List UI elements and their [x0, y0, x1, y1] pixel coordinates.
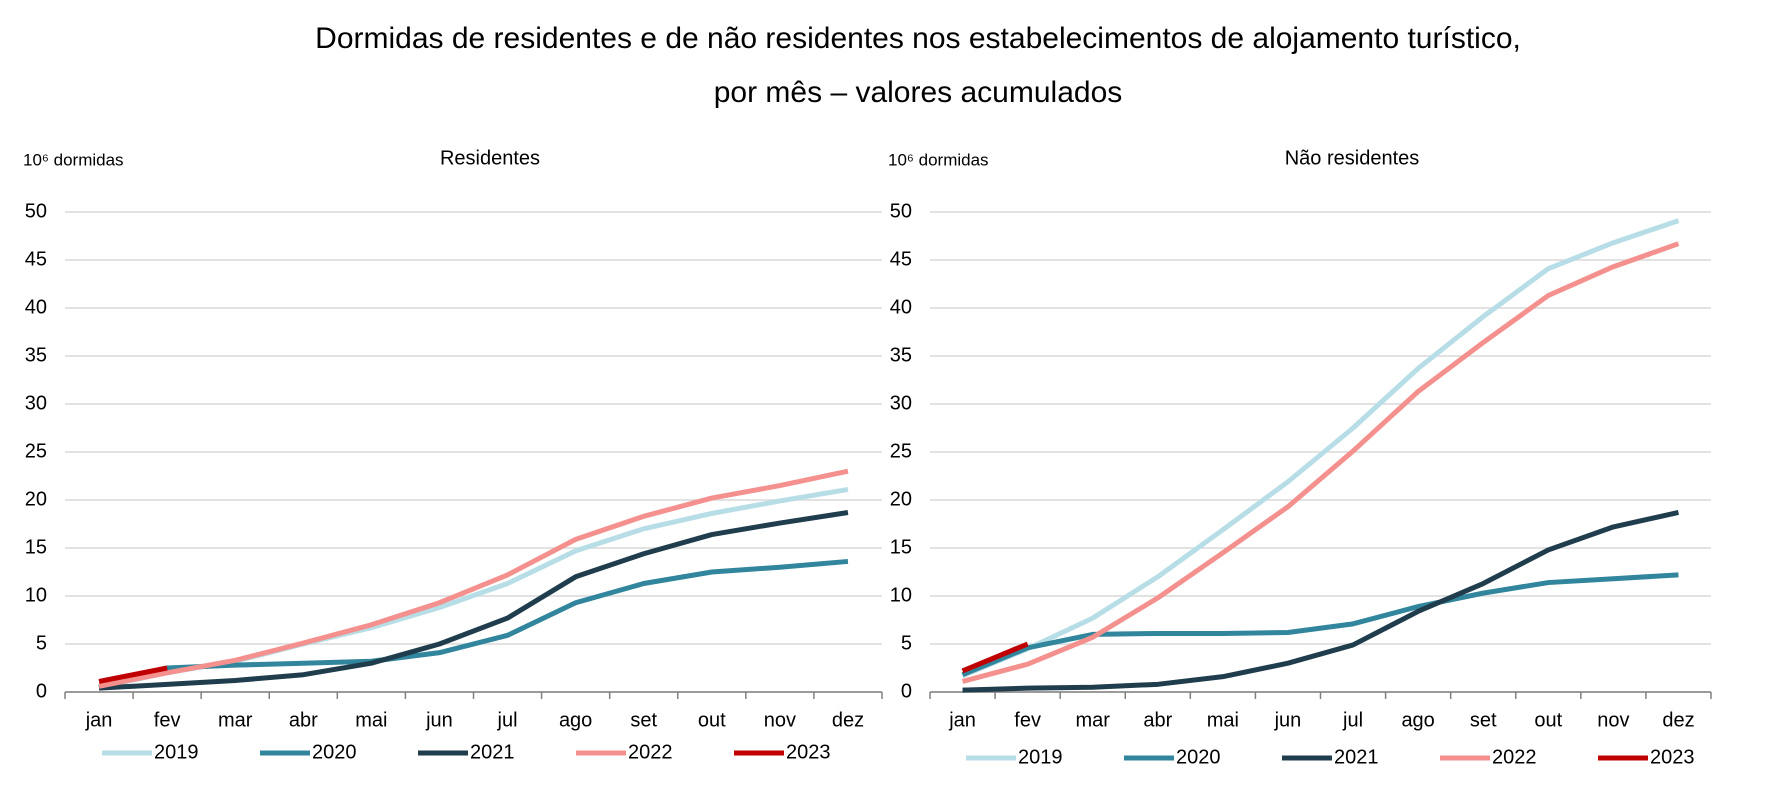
- x-tick-label: mai: [1207, 709, 1239, 731]
- x-tick-label: fev: [1014, 709, 1041, 731]
- y-tick-label: 30: [25, 392, 47, 414]
- x-tick-label: dez: [1662, 709, 1694, 731]
- y-tick-label: 40: [25, 296, 47, 318]
- series-line: [98, 558, 849, 690]
- x-tick-label: jun: [425, 709, 453, 731]
- y-tick-label: 20: [890, 488, 912, 510]
- legend-label: 2020: [1176, 746, 1221, 768]
- y-tick-label: 15: [890, 536, 912, 558]
- legend-label: 2023: [786, 741, 831, 763]
- y-tick-label: 50: [25, 200, 47, 222]
- x-tick-label: dez: [832, 709, 864, 731]
- chart-title: Não residentes: [1285, 147, 1420, 169]
- x-tick-label: set: [1470, 709, 1497, 731]
- chart-title: Residentes: [440, 147, 540, 169]
- y-tick-label: 50: [890, 200, 912, 222]
- y-tick-label: 15: [25, 536, 47, 558]
- legend-label: 2019: [154, 741, 199, 763]
- y-tick-label: 5: [901, 632, 912, 654]
- y-tick-label: 5: [36, 632, 47, 654]
- x-tick-label: jan: [85, 709, 113, 731]
- x-tick-label: set: [630, 709, 657, 731]
- y-tick-label: 0: [36, 680, 47, 702]
- y-tick-label: 10: [890, 584, 912, 606]
- x-tick-label: abr: [289, 709, 318, 731]
- x-tick-label: jun: [1274, 709, 1302, 731]
- x-tick-label: ago: [559, 709, 592, 731]
- legend-label: 2021: [1334, 746, 1379, 768]
- y-axis-label: 10⁶ dormidas: [23, 150, 124, 169]
- y-tick-label: 0: [901, 680, 912, 702]
- y-tick-label: 25: [890, 440, 912, 462]
- legend-label: 2022: [1492, 746, 1537, 768]
- y-tick-label: 25: [25, 440, 47, 462]
- legend-label: 2019: [1018, 746, 1063, 768]
- y-tick-label: 30: [890, 392, 912, 414]
- series-line: [961, 241, 1680, 684]
- x-tick-label: abr: [1143, 709, 1172, 731]
- series-line: [98, 468, 849, 689]
- page-title: por mês – valores acumulados: [714, 76, 1123, 109]
- y-tick-label: 35: [890, 344, 912, 366]
- series-line: [962, 510, 1680, 693]
- y-tick-label: 45: [25, 248, 47, 270]
- x-tick-label: jul: [497, 709, 518, 731]
- x-tick-label: jan: [948, 709, 976, 731]
- x-tick-label: mar: [1075, 709, 1110, 731]
- x-tick-label: out: [698, 709, 726, 731]
- series-line: [961, 218, 1680, 678]
- y-tick-label: 45: [890, 248, 912, 270]
- series-line: [98, 510, 849, 691]
- x-tick-label: jul: [1342, 709, 1363, 731]
- legend-label: 2023: [1650, 746, 1695, 768]
- series-line: [961, 572, 1679, 678]
- x-tick-label: nov: [764, 709, 796, 731]
- x-tick-label: ago: [1401, 709, 1434, 731]
- y-tick-label: 35: [25, 344, 47, 366]
- y-tick-label: 10: [25, 584, 47, 606]
- legend-label: 2020: [312, 741, 357, 763]
- x-tick-label: out: [1534, 709, 1562, 731]
- legend-label: 2021: [470, 741, 515, 763]
- y-tick-label: 20: [25, 488, 47, 510]
- series-line: [98, 665, 168, 684]
- y-tick-label: 40: [890, 296, 912, 318]
- series-line: [961, 641, 1029, 674]
- x-tick-label: fev: [154, 709, 181, 731]
- x-tick-label: mai: [355, 709, 387, 731]
- x-tick-label: nov: [1597, 709, 1629, 731]
- y-axis-label: 10⁶ dormidas: [888, 150, 989, 169]
- page-title: Dormidas de residentes e de não resident…: [315, 22, 1521, 55]
- legend-label: 2022: [628, 741, 673, 763]
- x-tick-label: mar: [218, 709, 253, 731]
